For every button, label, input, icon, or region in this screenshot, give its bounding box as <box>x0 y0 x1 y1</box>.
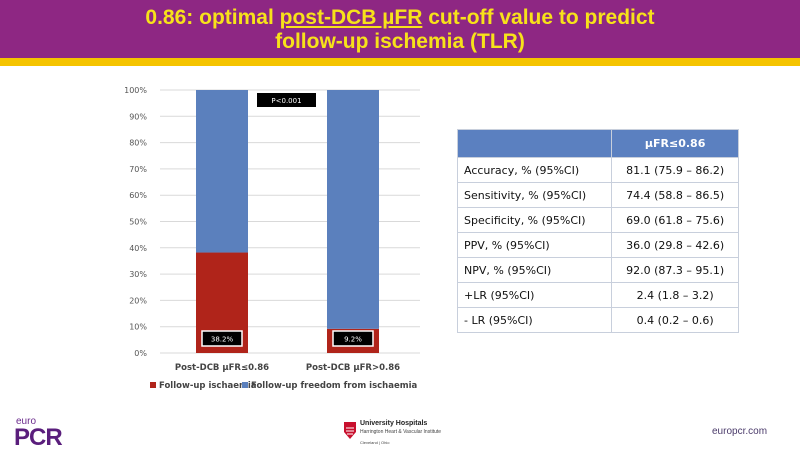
table-row: PPV, % (95%CI) 36.0 (29.8 – 42.6) <box>456 232 739 258</box>
y-tick-label: 50% <box>129 218 147 227</box>
title-bar <box>0 0 800 58</box>
row-value: 2.4 (1.8 – 3.2) <box>611 282 739 308</box>
row-value: 74.4 (58.8 – 86.5) <box>611 182 739 208</box>
europcr-logo-euro: euro <box>16 416 37 427</box>
uh-city: Cleveland | Ohio <box>360 440 390 445</box>
y-tick-label: 100% <box>124 86 147 95</box>
title-underline-bar <box>0 58 800 66</box>
table-header: µFR≤0.86 <box>611 129 739 158</box>
row-value: 92.0 (87.3 – 95.1) <box>611 257 739 283</box>
table-row: Sensitivity, % (95%CI) 74.4 (58.8 – 86.5) <box>456 182 739 208</box>
website-link[interactable]: europcr.com <box>712 426 768 437</box>
data-label: 38.2% <box>211 336 234 344</box>
row-value: 0.4 (0.2 – 0.6) <box>611 307 739 333</box>
uh-subtitle: Harrington Heart & Vascular Institute <box>360 429 442 435</box>
table-row: Accuracy, % (95%CI) 81.1 (75.9 – 86.2) <box>456 157 739 183</box>
p-value-box <box>257 93 316 107</box>
row-label: Sensitivity, % (95%CI) <box>456 182 613 208</box>
bar-segment-freedom <box>327 90 379 329</box>
y-tick-label: 40% <box>129 244 147 253</box>
table-row: NPV, % (95%CI) 92.0 (87.3 – 95.1) <box>456 257 739 283</box>
row-value: 36.0 (29.8 – 42.6) <box>611 232 739 258</box>
y-tick-label: 90% <box>129 112 147 121</box>
x-category-label: Post-DCB µFR≤0.86 <box>175 363 269 373</box>
university-hospitals-logo-icon <box>344 422 356 439</box>
row-label: +LR (95%CI) <box>456 282 613 308</box>
title-underlined: post-DCB µFR <box>279 6 423 29</box>
x-category-label: Post-DCB µFR>0.86 <box>306 363 400 373</box>
row-value: 81.1 (75.9 – 86.2) <box>611 157 739 183</box>
y-tick-label: 0% <box>134 349 147 358</box>
legend-swatch <box>242 382 248 388</box>
row-label: - LR (95%CI) <box>456 307 613 333</box>
bar-segment-freedom <box>196 90 248 253</box>
row-label: NPV, % (95%CI) <box>456 257 613 283</box>
data-label: 9.2% <box>344 336 362 344</box>
slide-title: 0.86: optimal post-DCB µFR cut-off value… <box>145 6 655 53</box>
row-label: PPV, % (95%CI) <box>456 232 613 258</box>
row-label: Accuracy, % (95%CI) <box>456 157 613 183</box>
y-tick-label: 70% <box>129 165 147 174</box>
y-tick-label: 10% <box>129 323 147 332</box>
y-tick-label: 80% <box>129 139 147 148</box>
data-label-box <box>201 330 243 347</box>
row-label: Specificity, % (95%CI) <box>456 207 613 233</box>
y-tick-label: 30% <box>129 270 147 279</box>
uh-name: University Hospitals <box>360 420 428 427</box>
table-row: - LR (95%CI) 0.4 (0.2 – 0.6) <box>456 307 739 333</box>
legend-swatch <box>150 382 156 388</box>
y-tick-label: 20% <box>129 296 147 305</box>
data-label-box <box>332 330 374 347</box>
europcr-logo: PCR <box>14 424 63 451</box>
y-tick-label: 60% <box>129 191 147 200</box>
legend-label: Follow-up ischaemia <box>159 381 257 391</box>
p-value-annotation: P<0.001 <box>271 97 301 105</box>
diagnostic-table: µFR≤0.86 Accuracy, % (95%CI) 81.1 (75.9 –… <box>456 129 739 333</box>
row-value: 69.0 (61.8 – 75.6) <box>611 207 739 233</box>
table-row: Specificity, % (95%CI) 69.0 (61.8 – 75.6) <box>456 207 739 233</box>
legend-label: Follow-up freedom from ischaemia <box>251 381 417 391</box>
table-row: +LR (95%CI) 2.4 (1.8 – 3.2) <box>456 282 739 308</box>
